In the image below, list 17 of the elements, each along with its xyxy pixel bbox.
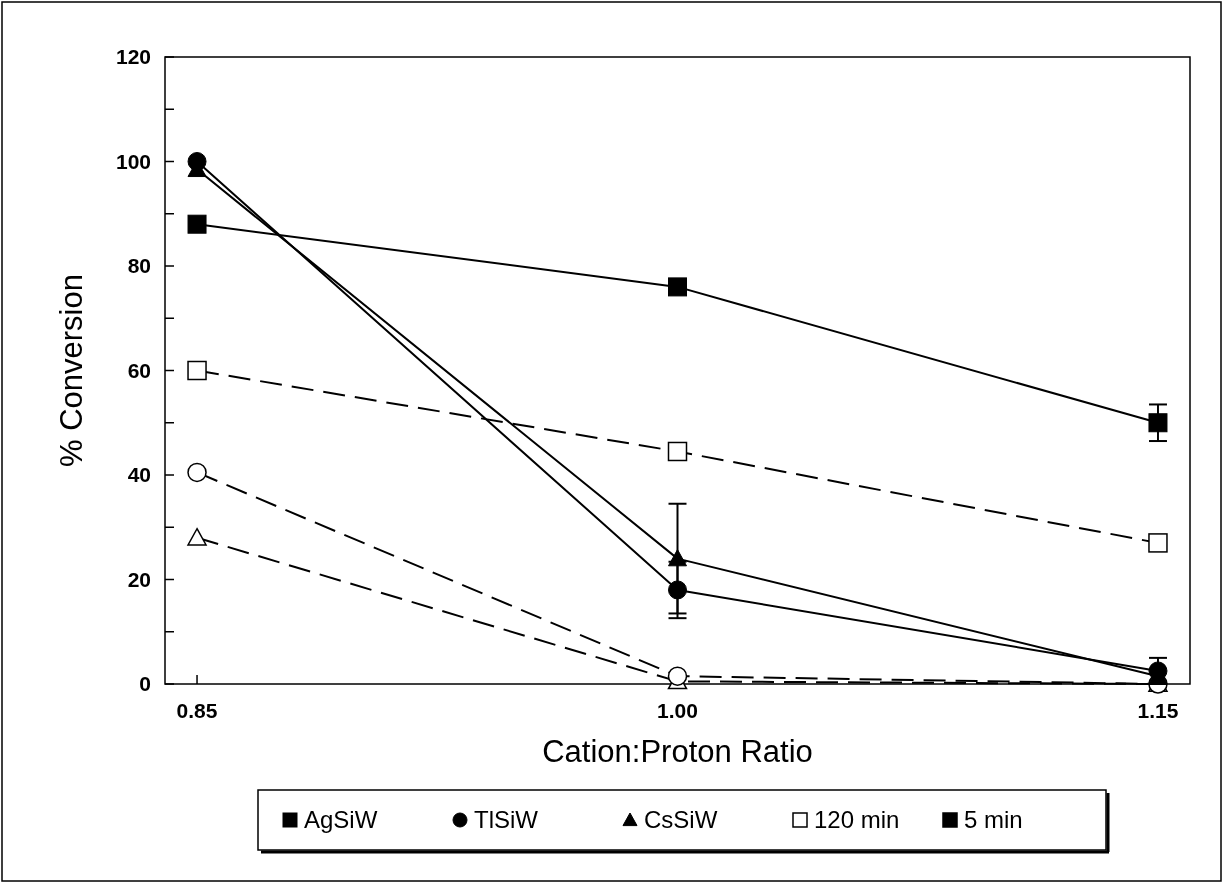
- y-tick-label: 20: [127, 567, 151, 591]
- legend-label: CsSiW: [644, 806, 718, 833]
- x-tick-label: 0.85: [176, 699, 218, 722]
- y-tick-label: 120: [115, 45, 151, 68]
- y-tick-label: 0: [139, 672, 151, 695]
- legend-label: TlSiW: [474, 806, 539, 833]
- x-tick-label: 1.15: [1137, 699, 1179, 722]
- y-tick-label: 80: [127, 254, 151, 277]
- legend-label: AgSiW: [304, 806, 378, 833]
- x-axis-title: Cation:Proton Ratio: [542, 734, 813, 769]
- y-axis-title: % Conversion: [54, 274, 89, 467]
- y-tick-label: 100: [115, 149, 151, 173]
- y-tick-label: 40: [127, 463, 151, 486]
- x-tick-label: 1.00: [657, 699, 698, 722]
- text: 5 min: [964, 806, 1023, 833]
- y-tick-label: 60: [127, 358, 151, 382]
- text: 120 min: [814, 806, 900, 833]
